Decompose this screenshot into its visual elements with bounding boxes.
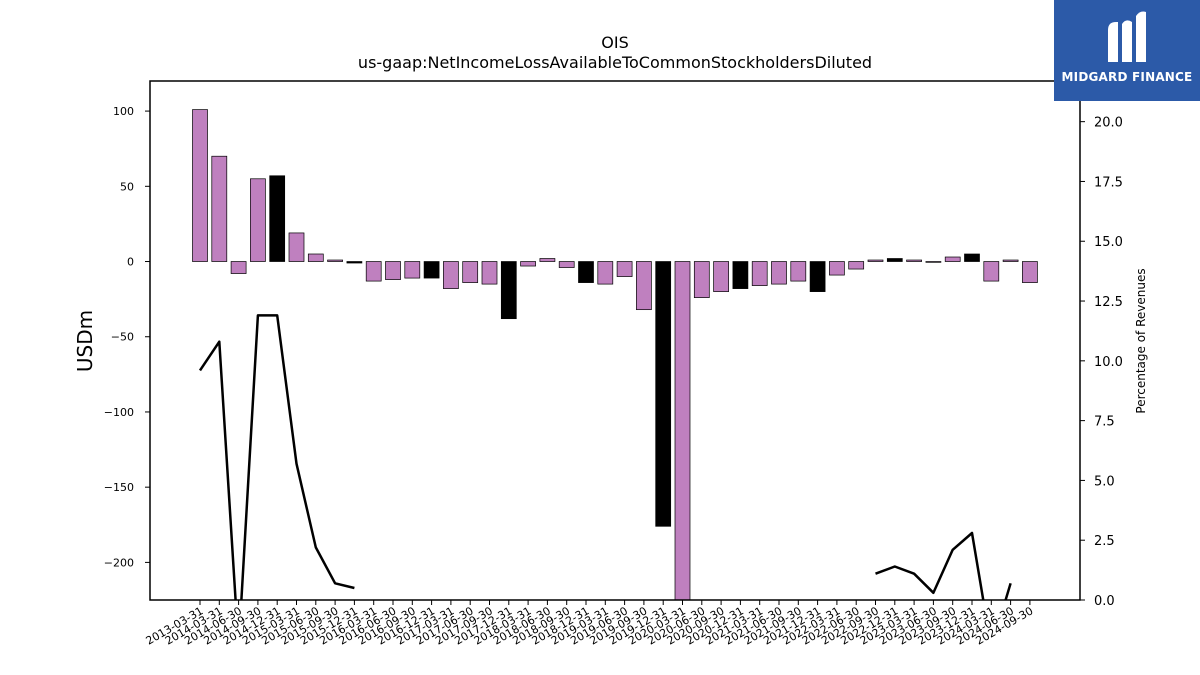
- y2-tick-label: 7.5: [1094, 415, 1115, 430]
- y-tick-label: −100: [104, 406, 134, 419]
- bar: [925, 261, 942, 263]
- bar-series: [192, 109, 1038, 600]
- y2-tick-label: 12.5: [1094, 295, 1123, 310]
- y2-tick-label: 10.0: [1094, 355, 1123, 370]
- y2-tick-label: 2.5: [1094, 534, 1115, 549]
- y-tick-label: 50: [120, 180, 134, 193]
- bar: [655, 261, 672, 527]
- chart-subtitle: us-gaap:NetIncomeLossAvailableToCommonSt…: [358, 53, 872, 72]
- bar: [809, 261, 826, 292]
- bar: [732, 261, 749, 289]
- bar: [848, 261, 865, 270]
- y2-tick-label: 5.0: [1094, 474, 1115, 489]
- y-axis-label: USDm: [73, 310, 97, 372]
- line-series: [198, 314, 1012, 600]
- bar: [404, 261, 421, 279]
- bar: [790, 261, 807, 282]
- bar: [230, 261, 247, 274]
- bar: [288, 232, 305, 262]
- bar: [944, 256, 961, 262]
- y2-tick-label: 17.5: [1094, 175, 1123, 190]
- bar: [269, 175, 286, 262]
- plot-frame: [149, 80, 1081, 601]
- bar: [520, 261, 536, 267]
- bar: [385, 261, 401, 280]
- plot-area: 100 50 0 −50 −100 −150 −200 0.0 2.5 5.0 7.5 10.0 12.…: [104, 80, 1123, 648]
- bar: [327, 259, 343, 262]
- y2-tick-label: 20.0: [1094, 116, 1123, 131]
- y2-tick-label: 0.0: [1094, 594, 1115, 609]
- bar: [481, 261, 498, 285]
- bar: [964, 253, 980, 262]
- y-tick-label: −200: [104, 556, 134, 569]
- bar: [597, 261, 614, 285]
- bar: [192, 109, 208, 262]
- bar: [636, 261, 652, 311]
- bar: [211, 155, 228, 262]
- bar: [462, 261, 479, 283]
- bar: [867, 259, 884, 262]
- bar: [578, 261, 594, 283]
- y-tick-label: −50: [111, 331, 134, 344]
- y2-tick-label: 15.0: [1094, 235, 1123, 250]
- y-tick-label: 0: [127, 256, 134, 269]
- bar: [443, 261, 459, 289]
- bar: [307, 253, 324, 262]
- bar: [423, 261, 440, 279]
- bar: [539, 258, 556, 262]
- bar: [693, 261, 710, 298]
- bar: [771, 261, 787, 285]
- brand-logo: MIDGARD FINANCE: [1054, 0, 1200, 101]
- bar: [751, 261, 768, 286]
- logo-text: MIDGARD FINANCE: [1061, 70, 1193, 84]
- chart-title: OIS: [601, 33, 628, 52]
- bar: [1022, 261, 1038, 283]
- bar: [983, 261, 1000, 282]
- y2-axis-label: Percentage of Revenues: [1134, 268, 1148, 413]
- bar: [558, 261, 575, 268]
- bar: [365, 261, 382, 282]
- bar: [674, 261, 691, 600]
- y-tick-label: −150: [104, 481, 134, 494]
- midgard-logo-icon: [1108, 11, 1146, 62]
- bar: [500, 261, 517, 320]
- bar: [250, 178, 266, 262]
- bar: [906, 259, 922, 262]
- bar: [616, 261, 633, 277]
- bar: [346, 261, 363, 264]
- y-tick-label: 100: [113, 105, 134, 118]
- bar: [1002, 259, 1019, 262]
- bar: [829, 261, 845, 276]
- bar: [886, 258, 903, 262]
- bar: [713, 261, 729, 292]
